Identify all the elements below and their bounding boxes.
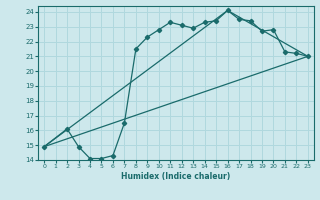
X-axis label: Humidex (Indice chaleur): Humidex (Indice chaleur) bbox=[121, 172, 231, 181]
